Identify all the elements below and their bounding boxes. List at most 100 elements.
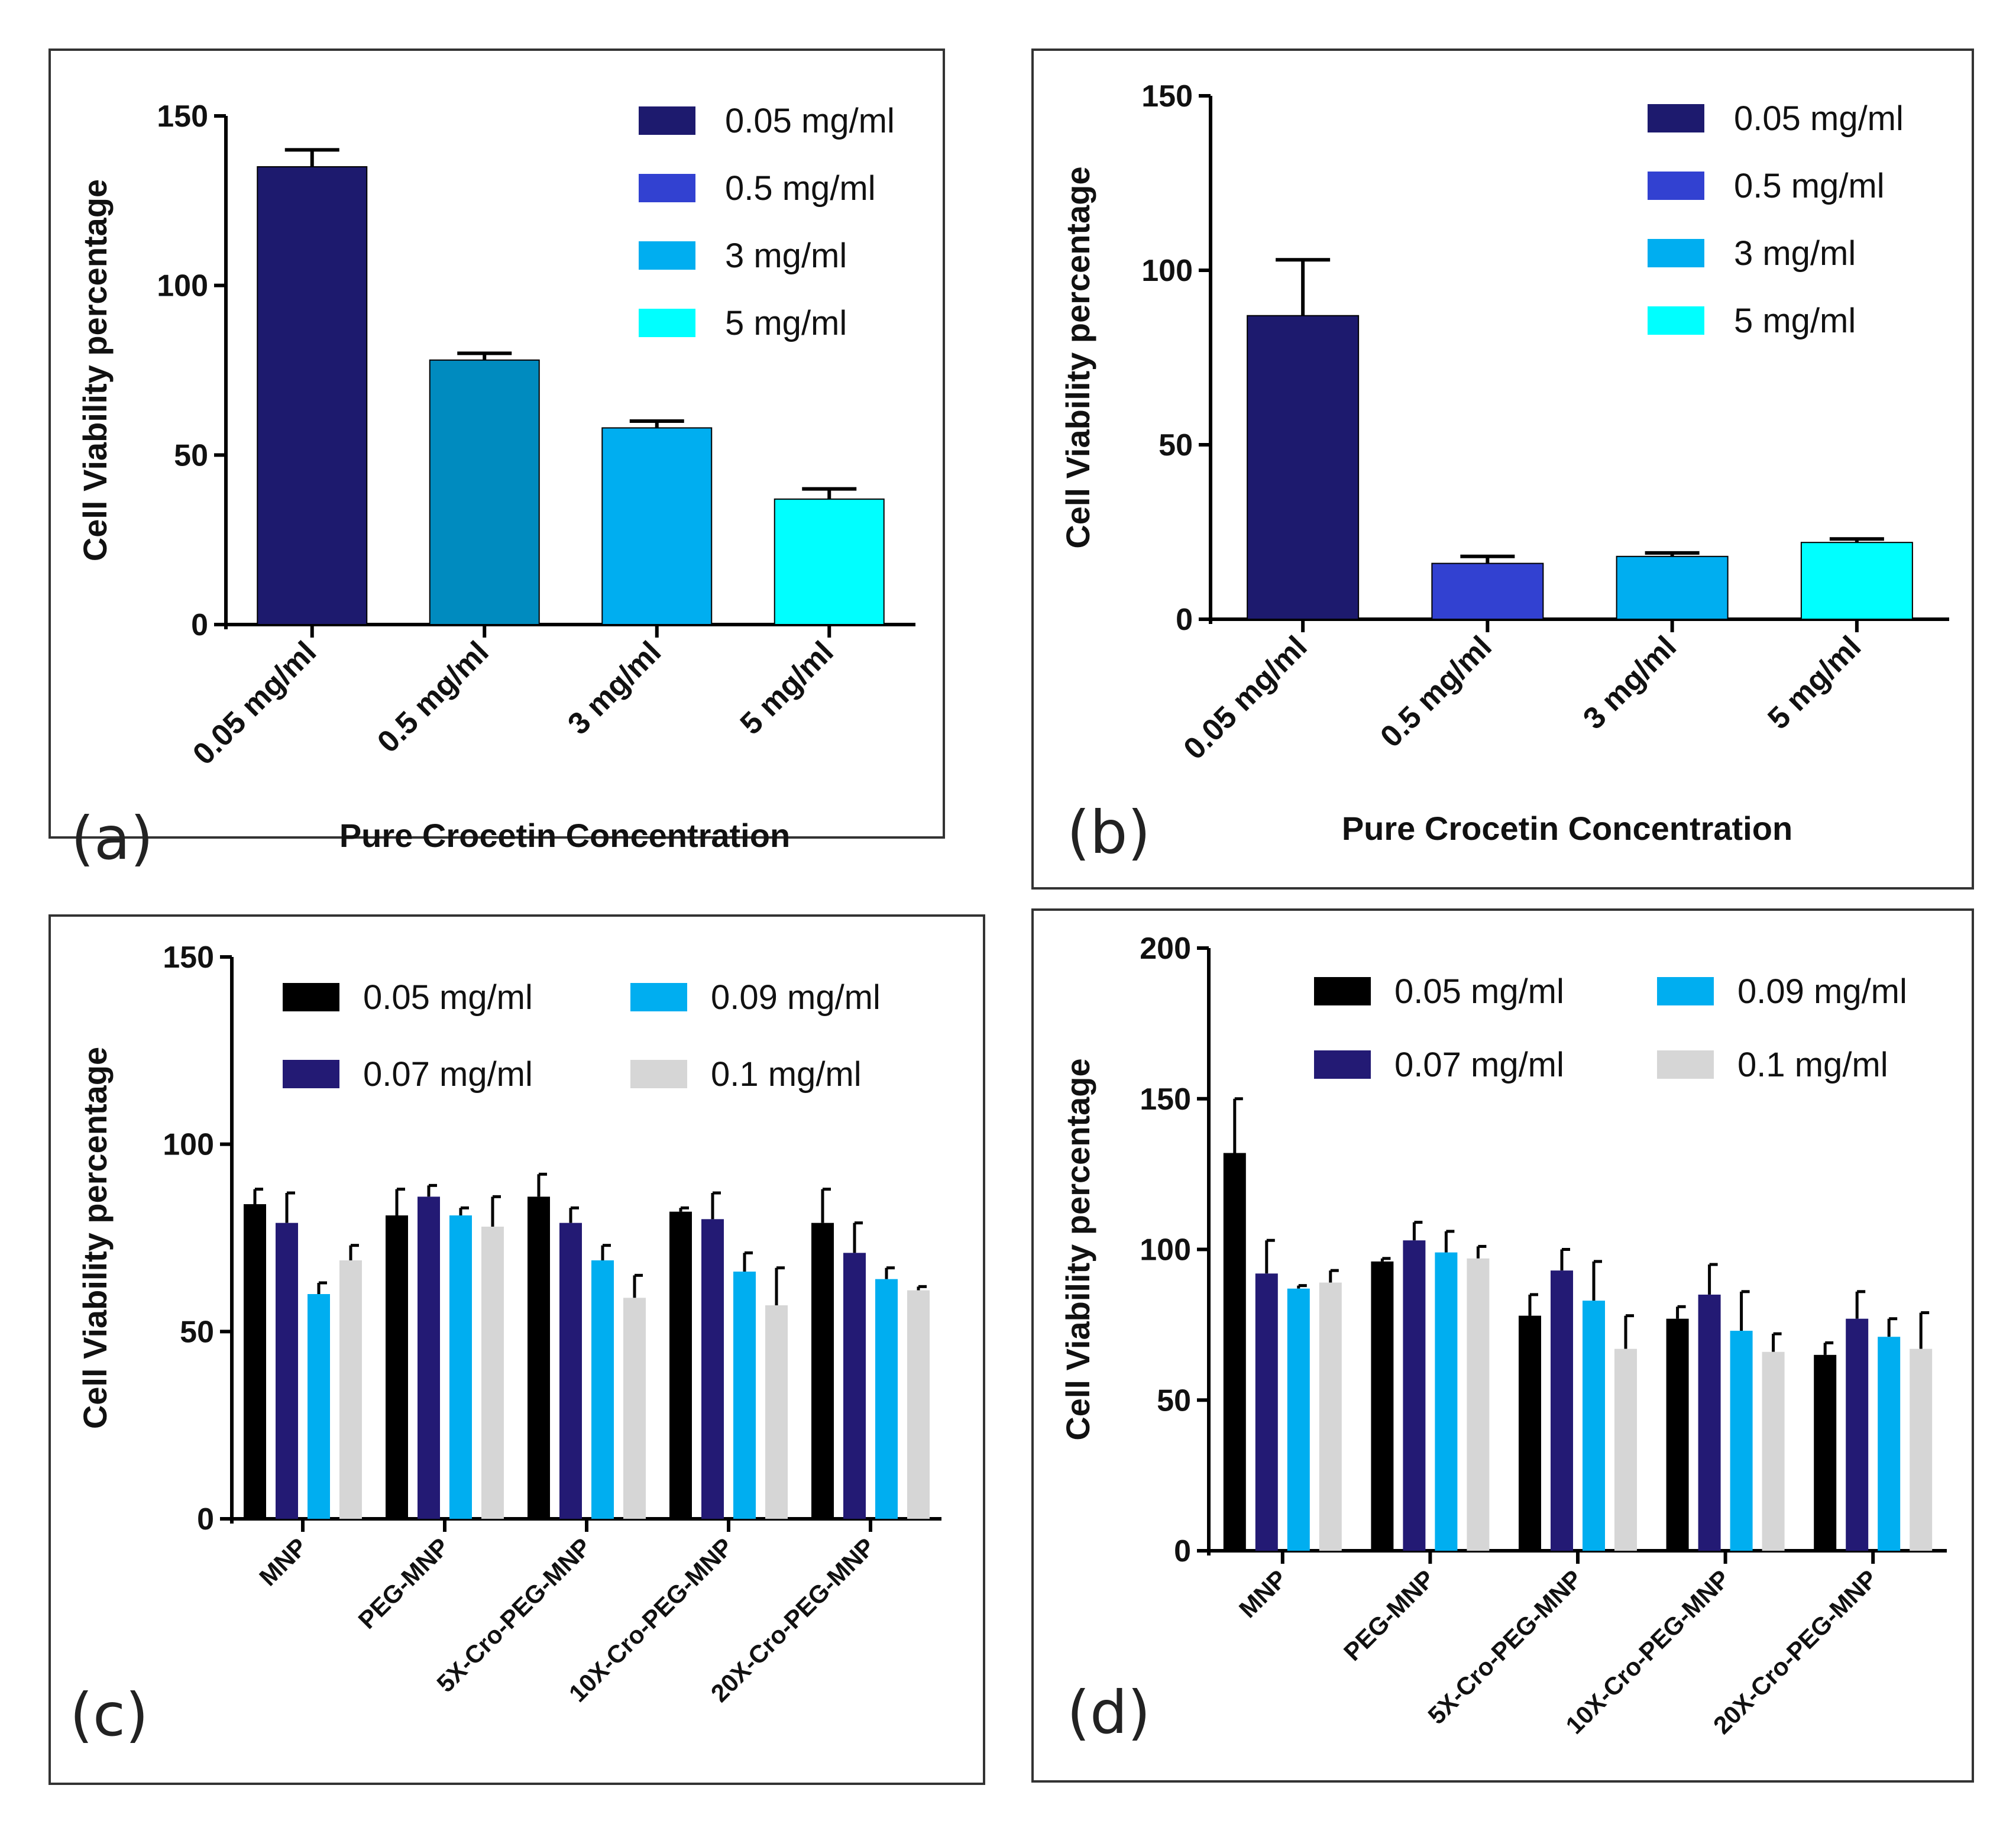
bar bbox=[257, 166, 368, 625]
legend-label: 0.07 mg/ml bbox=[363, 1055, 533, 1094]
panel-frame bbox=[1031, 48, 1974, 890]
legend-swatch bbox=[1648, 239, 1704, 267]
legend-label: 0.1 mg/ml bbox=[1737, 1046, 1888, 1084]
bar bbox=[1698, 1294, 1721, 1551]
bar bbox=[591, 1260, 614, 1519]
bar bbox=[907, 1290, 930, 1519]
y-tick-label: 150 bbox=[1140, 1082, 1191, 1117]
bar bbox=[701, 1219, 724, 1519]
legend-swatch bbox=[1648, 172, 1704, 200]
bar bbox=[1467, 1258, 1490, 1551]
panel-letter: (a) bbox=[71, 804, 153, 873]
bar bbox=[669, 1211, 692, 1519]
legend-label: 0.05 mg/ml bbox=[363, 978, 533, 1017]
legend-label: 0.07 mg/ml bbox=[1394, 1046, 1564, 1084]
y-tick-label: 100 bbox=[1140, 1233, 1191, 1267]
x-axis-title: Pure Crocetin Concentration bbox=[1342, 810, 1792, 847]
x-axis-title: Pure Crocetin Concentration bbox=[339, 817, 790, 854]
y-tick-label: 0 bbox=[1176, 603, 1193, 637]
bar bbox=[481, 1227, 504, 1519]
bar bbox=[276, 1223, 298, 1519]
bar bbox=[1730, 1331, 1753, 1551]
y-tick-label: 50 bbox=[1159, 428, 1193, 463]
y-tick-label: 0 bbox=[1174, 1534, 1191, 1568]
y-axis-title: Cell Viability percentage bbox=[76, 179, 114, 561]
y-tick-label: 50 bbox=[180, 1315, 214, 1349]
y-axis-title: Cell Viability percentage bbox=[76, 1047, 114, 1429]
bar bbox=[386, 1215, 408, 1519]
legend-label: 0.05 mg/ml bbox=[1734, 99, 1904, 138]
legend-swatch bbox=[1657, 977, 1714, 1005]
legend-swatch bbox=[1648, 306, 1704, 335]
bar bbox=[733, 1272, 756, 1519]
panel-frame bbox=[48, 914, 985, 1785]
legend-label: 0.05 mg/ml bbox=[725, 102, 895, 140]
legend-label: 3 mg/ml bbox=[725, 237, 847, 275]
panel-letter: (c) bbox=[70, 1680, 148, 1749]
panel-frame bbox=[48, 48, 945, 839]
y-axis-title: Cell Viability percentage bbox=[1059, 1058, 1096, 1440]
y-axis-title: Cell Viability percentage bbox=[1059, 166, 1096, 548]
bar bbox=[308, 1294, 330, 1519]
legend-swatch bbox=[283, 983, 339, 1011]
bar bbox=[843, 1253, 866, 1519]
bar bbox=[1287, 1288, 1310, 1551]
legend-label: 0.09 mg/ml bbox=[711, 978, 881, 1017]
y-tick-label: 100 bbox=[163, 1128, 214, 1162]
y-tick-label: 50 bbox=[174, 438, 208, 473]
legend-label: 5 mg/ml bbox=[725, 304, 847, 342]
y-tick-label: 50 bbox=[1157, 1383, 1191, 1418]
legend-swatch bbox=[630, 983, 687, 1011]
panel-letter: (d) bbox=[1067, 1678, 1151, 1747]
y-tick-label: 150 bbox=[1141, 79, 1193, 114]
y-tick-label: 100 bbox=[157, 269, 208, 303]
bar bbox=[1519, 1315, 1541, 1551]
legend-label: 3 mg/ml bbox=[1734, 234, 1856, 273]
bar bbox=[449, 1215, 472, 1519]
bar bbox=[1666, 1318, 1689, 1551]
bar bbox=[1614, 1348, 1637, 1551]
bar bbox=[1583, 1301, 1605, 1551]
legend-swatch bbox=[1657, 1050, 1714, 1079]
bar bbox=[559, 1223, 582, 1519]
legend-swatch bbox=[1314, 977, 1371, 1005]
y-tick-label: 200 bbox=[1140, 932, 1191, 966]
legend-swatch bbox=[639, 241, 695, 270]
bar bbox=[811, 1223, 834, 1519]
legend-label: 0.05 mg/ml bbox=[1394, 972, 1564, 1011]
panel-frame bbox=[1031, 908, 1974, 1783]
bar bbox=[1800, 542, 1913, 620]
y-tick-label: 0 bbox=[197, 1502, 214, 1537]
bar bbox=[1878, 1337, 1901, 1551]
bar bbox=[875, 1279, 898, 1519]
bar bbox=[1435, 1252, 1458, 1551]
legend-swatch bbox=[1648, 104, 1704, 132]
bar bbox=[601, 427, 713, 625]
bar bbox=[1846, 1318, 1869, 1551]
y-tick-label: 0 bbox=[191, 608, 208, 642]
legend-swatch bbox=[639, 309, 695, 337]
bar bbox=[429, 359, 540, 625]
bar bbox=[1551, 1270, 1573, 1551]
legend-swatch bbox=[639, 174, 695, 202]
bar bbox=[1371, 1261, 1394, 1551]
bar bbox=[1431, 562, 1544, 620]
bar bbox=[765, 1305, 788, 1519]
legend-swatch bbox=[283, 1060, 339, 1088]
y-tick-label: 100 bbox=[1141, 254, 1193, 288]
bar bbox=[1910, 1348, 1933, 1551]
bar bbox=[774, 498, 885, 625]
legend-label: 0.5 mg/ml bbox=[1734, 167, 1885, 205]
legend-label: 0.5 mg/ml bbox=[725, 169, 876, 208]
bar bbox=[1762, 1351, 1785, 1551]
bar bbox=[1814, 1354, 1837, 1551]
legend-label: 0.09 mg/ml bbox=[1737, 972, 1907, 1011]
bar bbox=[1255, 1273, 1278, 1551]
bar bbox=[1223, 1153, 1246, 1551]
legend-label: 0.1 mg/ml bbox=[711, 1055, 862, 1094]
bar bbox=[418, 1196, 440, 1519]
legend-swatch bbox=[630, 1060, 687, 1088]
panel-letter: (b) bbox=[1067, 798, 1151, 867]
legend-label: 5 mg/ml bbox=[1734, 302, 1856, 340]
